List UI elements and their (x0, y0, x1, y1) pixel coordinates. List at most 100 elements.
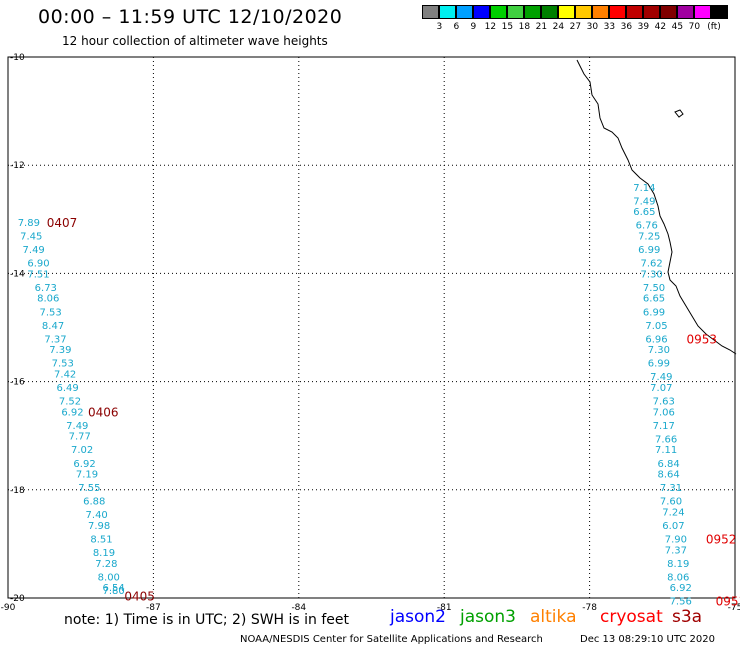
coastline (576, 59, 737, 355)
wave-height-value: 8.06 (37, 294, 59, 305)
wave-height-value: 8.19 (667, 559, 689, 570)
wave-height-value: 7.30 (640, 269, 662, 280)
wave-height-value: 8.51 (90, 534, 112, 545)
wave-height-value: 6.07 (662, 521, 684, 532)
wave-height-value: 7.19 (76, 470, 98, 481)
lat-tick-label: -12 (10, 161, 25, 171)
color-label: 3 (436, 22, 443, 32)
wave-height-value: 7.51 (27, 269, 49, 280)
color-label: 18 (518, 22, 531, 32)
lat-tick-label: -10 (10, 53, 25, 63)
color-label: 21 (535, 22, 548, 32)
lat-tick-label: -14 (10, 269, 25, 279)
color-label: 6 (453, 22, 460, 32)
color-swatch (524, 5, 541, 19)
wave-height-value: 6.99 (643, 307, 665, 318)
satellite-jason3: jason3 (460, 607, 516, 627)
color-label: 36 (620, 22, 633, 32)
wave-height-value: 7.89 (18, 218, 40, 229)
color-swatch (626, 5, 643, 19)
wave-height-value: 6.96 (645, 334, 667, 345)
lon-tick-label: -78 (582, 603, 597, 613)
wave-height-value: 6.84 (657, 459, 679, 470)
wave-height-value: 7.39 (49, 345, 71, 356)
lat-tick-label: -16 (10, 378, 25, 388)
footer-credit: NOAA/NESDIS Center for Satellite Applica… (240, 634, 543, 645)
color-swatch (490, 5, 507, 19)
wave-height-value: 6.88 (83, 497, 105, 508)
wave-height-value: 7.56 (670, 597, 692, 608)
time-label: 0406 (88, 405, 119, 419)
color-label: 30 (586, 22, 599, 32)
lon-tick-label: -84 (291, 603, 306, 613)
wave-height-value: 7.42 (54, 369, 76, 380)
satellite-jason2: jason2 (390, 607, 446, 627)
color-label: 33 (603, 22, 616, 32)
wave-height-value: 7.02 (71, 445, 93, 456)
wave-height-value: 7.11 (655, 445, 677, 456)
wave-height-value: 7.52 (59, 397, 81, 408)
wave-height-value: 7.80 (103, 586, 125, 597)
wave-height-value: 7.49 (633, 196, 655, 207)
wave-height-value: 7.90 (665, 534, 687, 545)
footer-timestamp: Dec 13 08:29:10 UTC 2020 (580, 634, 715, 645)
color-unit: (ft) (707, 22, 721, 32)
wave-height-value: 7.40 (86, 510, 108, 521)
color-swatch (677, 5, 694, 19)
satellite-altika: altika (530, 607, 577, 627)
wave-height-value: 7.49 (650, 372, 672, 383)
satellite-cryosat: cryosat (600, 607, 663, 627)
wave-height-value: 6.99 (648, 359, 670, 370)
time-label: 0952 (706, 532, 737, 546)
color-swatch (643, 5, 660, 19)
time-label: 0405 (124, 589, 155, 603)
wave-height-value: 8.06 (667, 572, 689, 583)
color-swatch (473, 5, 490, 19)
wave-height-value: 6.92 (61, 407, 83, 418)
time-label: 0953 (687, 332, 718, 346)
color-swatch (507, 5, 524, 19)
color-swatch (541, 5, 558, 19)
wave-height-value: 8.47 (42, 321, 64, 332)
wave-height-value: 7.25 (638, 232, 660, 243)
color-label: 45 (671, 22, 684, 32)
wave-height-value: 7.49 (23, 245, 45, 256)
wave-height-value: 7.07 (650, 383, 672, 394)
wave-height-value: 6.99 (638, 245, 660, 256)
wave-height-value: 7.60 (660, 497, 682, 508)
wave-height-value: 7.28 (95, 559, 117, 570)
time-label: 0951 (716, 595, 740, 609)
lon-tick-label: -87 (146, 603, 161, 613)
wave-height-value: 6.76 (636, 221, 658, 232)
lat-tick-label: -18 (10, 486, 25, 496)
time-label: 0407 (47, 216, 78, 230)
wave-height-value: 7.53 (52, 359, 74, 370)
color-label: 70 (688, 22, 701, 32)
wave-height-value: 7.30 (648, 345, 670, 356)
map-frame (7, 56, 736, 599)
wave-height-value: 7.31 (660, 483, 682, 494)
lat-tick-label: -20 (10, 594, 25, 604)
color-swatch (660, 5, 677, 19)
wave-height-value: 6.73 (35, 283, 57, 294)
wave-height-value: 6.49 (56, 383, 78, 394)
lon-tick-label: -90 (1, 603, 16, 613)
color-label: 27 (569, 22, 582, 32)
color-label: 9 (470, 22, 477, 32)
page-subtitle: 12 hour collection of altimeter wave hei… (62, 34, 328, 48)
wave-height-value: 7.77 (69, 432, 91, 443)
color-swatch (439, 5, 456, 19)
color-swatch (592, 5, 609, 19)
wave-height-value: 8.64 (657, 470, 679, 481)
page-title: 00:00 – 11:59 UTC 12/10/2020 (38, 6, 343, 28)
wave-height-value: 6.65 (643, 294, 665, 305)
color-label: 12 (484, 22, 497, 32)
wave-height-value: 7.63 (653, 397, 675, 408)
wave-height-value: 8.19 (93, 548, 115, 559)
lon-tick-label: -81 (437, 603, 452, 613)
wave-height-value: 6.92 (73, 459, 95, 470)
island-outline (674, 109, 684, 118)
wave-height-value: 7.17 (653, 421, 675, 432)
wave-height-value: 7.98 (88, 521, 110, 532)
